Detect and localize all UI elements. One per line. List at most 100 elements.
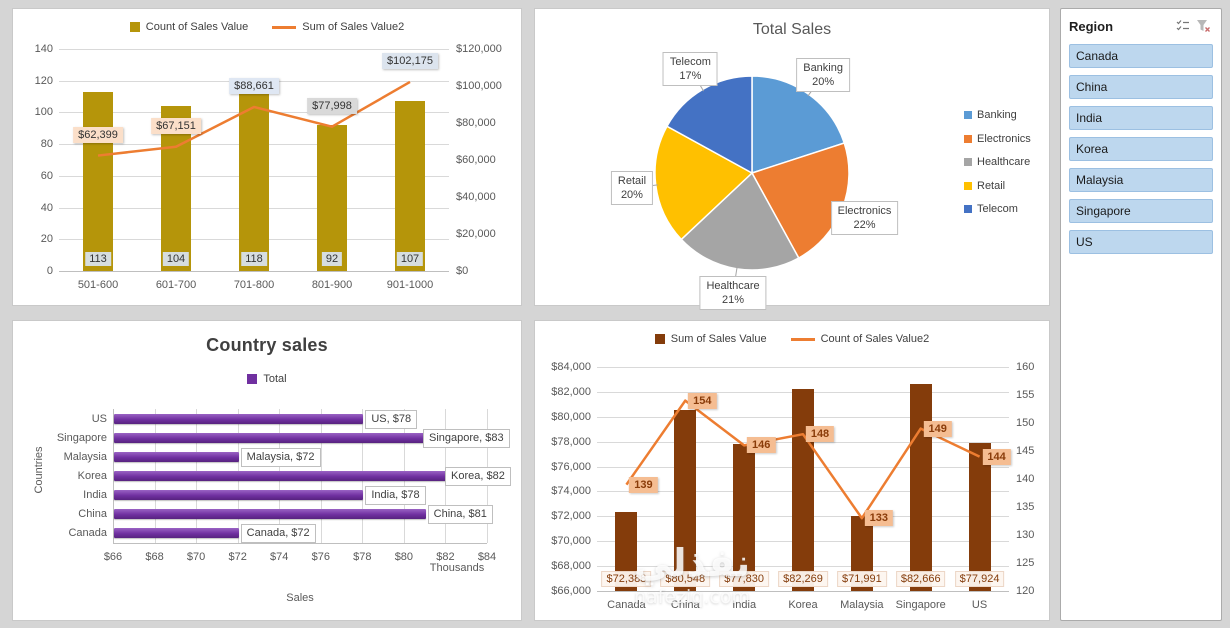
axis-tick: $0 bbox=[456, 265, 469, 277]
axis-tick: 100 bbox=[34, 106, 53, 119]
bar-singapore[interactable] bbox=[909, 383, 932, 591]
clear-filter-icon[interactable] bbox=[1193, 17, 1213, 35]
category-label: Korea bbox=[77, 470, 107, 482]
line-data-label: $67,151 bbox=[151, 117, 201, 134]
legend-item-banking: Banking bbox=[964, 108, 1048, 122]
pie-label-banking: Banking 20% bbox=[796, 58, 850, 93]
line-data-label: 139 bbox=[629, 476, 658, 493]
slicer-item-us[interactable]: US bbox=[1069, 230, 1213, 254]
pie-slice-telecom[interactable] bbox=[665, 75, 753, 175]
bar-korea[interactable] bbox=[114, 471, 447, 481]
gridline bbox=[597, 367, 1009, 368]
category-label: Malaysia bbox=[63, 450, 107, 463]
gridline bbox=[59, 271, 449, 272]
chart-country-sales[interactable]: Country sales Total Thousands Sales Coun… bbox=[12, 320, 522, 621]
bar-data-label: $71,991 bbox=[836, 571, 887, 587]
line-series-swatch bbox=[790, 337, 815, 341]
bar-india[interactable] bbox=[733, 443, 756, 591]
legend-item-telecom: Telecom bbox=[964, 202, 1048, 216]
legend-item-electronics: Electronics bbox=[964, 132, 1048, 146]
bar-malaysia[interactable] bbox=[114, 451, 239, 462]
axis-tick: 130 bbox=[1016, 529, 1035, 541]
bar-data-label: 113 bbox=[85, 252, 111, 266]
bar-801-900[interactable] bbox=[317, 125, 347, 271]
axis-tick: $84,000 bbox=[551, 361, 591, 373]
bar-canada[interactable] bbox=[114, 528, 239, 539]
legend-label: Retail bbox=[977, 179, 1006, 192]
chart-country-combo[interactable]: Sum of Sales Value Count of Sales Value2… bbox=[534, 320, 1050, 621]
bar-singapore[interactable] bbox=[114, 432, 468, 443]
bar-china[interactable] bbox=[674, 409, 697, 591]
bar-korea[interactable] bbox=[792, 388, 814, 591]
pie-label-telecom: Telecom 17% bbox=[662, 51, 718, 86]
axis-tick: $68 bbox=[145, 551, 164, 563]
legend-label: Banking bbox=[977, 109, 1017, 121]
bar-india[interactable] bbox=[114, 490, 364, 501]
axis-tick: $40,000 bbox=[456, 191, 496, 203]
chart-title: Total Sales bbox=[752, 21, 832, 38]
pie-label-healthcare: Healthcare 21% bbox=[699, 275, 767, 310]
bar-data-label: Malaysia, $72 bbox=[240, 447, 321, 467]
chart-sales-range-combo[interactable]: Count of Sales Value Sum of Sales Value2… bbox=[12, 8, 522, 306]
bar-data-label: 118 bbox=[241, 252, 267, 266]
axis-tick: 140 bbox=[34, 43, 53, 55]
legend-label: Count of Sales Value bbox=[145, 21, 249, 33]
category-label: India bbox=[83, 489, 107, 502]
slicer-item-india[interactable]: India bbox=[1069, 106, 1213, 130]
chart-title: Country sales bbox=[206, 335, 328, 355]
slicer-item-korea[interactable]: Korea bbox=[1069, 137, 1213, 161]
bar-701-800[interactable] bbox=[239, 83, 269, 271]
region-slicer[interactable]: Region Canada China India Korea Malaysia Sing… bbox=[1060, 8, 1222, 621]
bar-china[interactable] bbox=[114, 509, 426, 520]
axis-tick: $66,000 bbox=[551, 585, 591, 597]
axis-tick: $70,000 bbox=[551, 535, 591, 548]
bar-data-label: 107 bbox=[396, 252, 424, 266]
axis-tick: 155 bbox=[1016, 389, 1035, 401]
pie-label-retail: Retail 20% bbox=[610, 171, 654, 206]
slicer-item-singapore[interactable]: Singapore bbox=[1069, 199, 1213, 223]
line-data-label: 144 bbox=[982, 448, 1011, 465]
category-label: 501-600 bbox=[77, 279, 119, 291]
line-data-label: $88,661 bbox=[229, 77, 279, 94]
category-label: China bbox=[670, 599, 700, 611]
slicer-item-canada[interactable]: Canada bbox=[1069, 44, 1213, 68]
bar-901-1000[interactable] bbox=[395, 101, 425, 271]
legend-swatch bbox=[964, 134, 972, 143]
bar-us[interactable] bbox=[114, 413, 364, 424]
bar-data-label: 92 bbox=[321, 252, 343, 266]
bar-501-600[interactable] bbox=[83, 91, 113, 271]
slicer-header: Region bbox=[1069, 15, 1213, 37]
category-label: US bbox=[971, 599, 988, 611]
line-data-label: $62,399 bbox=[73, 126, 123, 143]
axis-tick: $68,000 bbox=[551, 560, 591, 573]
bar-data-label: Korea, $82 bbox=[445, 467, 511, 486]
line-data-label: 146 bbox=[746, 437, 776, 454]
category-label: Malaysia bbox=[840, 599, 884, 611]
category-label: 901-1000 bbox=[386, 279, 434, 291]
axis-tick: $120,000 bbox=[456, 43, 502, 55]
axis-line bbox=[113, 543, 487, 544]
axis-tick: $20,000 bbox=[456, 228, 496, 240]
axis-tick: 120 bbox=[34, 74, 53, 87]
chart-total-sales-pie[interactable]: Total Sales Banking 20% Electronics 22% Heal… bbox=[534, 8, 1050, 310]
line-data-label: $77,998 bbox=[307, 97, 357, 114]
legend-label: Electronics bbox=[977, 132, 1031, 145]
category-label: 701-800 bbox=[233, 279, 275, 291]
bar-series-swatch bbox=[247, 374, 258, 384]
pie-slice-retail[interactable] bbox=[654, 125, 754, 241]
bar-us[interactable] bbox=[968, 442, 991, 591]
slicer-item-china[interactable]: China bbox=[1069, 75, 1213, 99]
pie-slice-healthcare[interactable] bbox=[680, 171, 800, 271]
slicer-item-malaysia[interactable]: Malaysia bbox=[1069, 168, 1213, 192]
bar-data-label: $80,548 bbox=[660, 571, 711, 587]
axis-tick: $78 bbox=[353, 551, 372, 563]
multi-select-icon[interactable] bbox=[1173, 17, 1193, 35]
axis-tick: 125 bbox=[1016, 557, 1035, 569]
axis-tick: $72 bbox=[228, 551, 247, 563]
bar-data-label: $77,830 bbox=[719, 571, 770, 587]
axis-tick: 140 bbox=[1016, 473, 1035, 485]
bar-data-label: Singapore, $83 bbox=[423, 428, 510, 448]
gridline bbox=[597, 591, 1009, 592]
slicer-title: Region bbox=[1069, 18, 1114, 34]
chart-legend: Count of Sales Value Sum of Sales Value2 bbox=[13, 21, 521, 33]
